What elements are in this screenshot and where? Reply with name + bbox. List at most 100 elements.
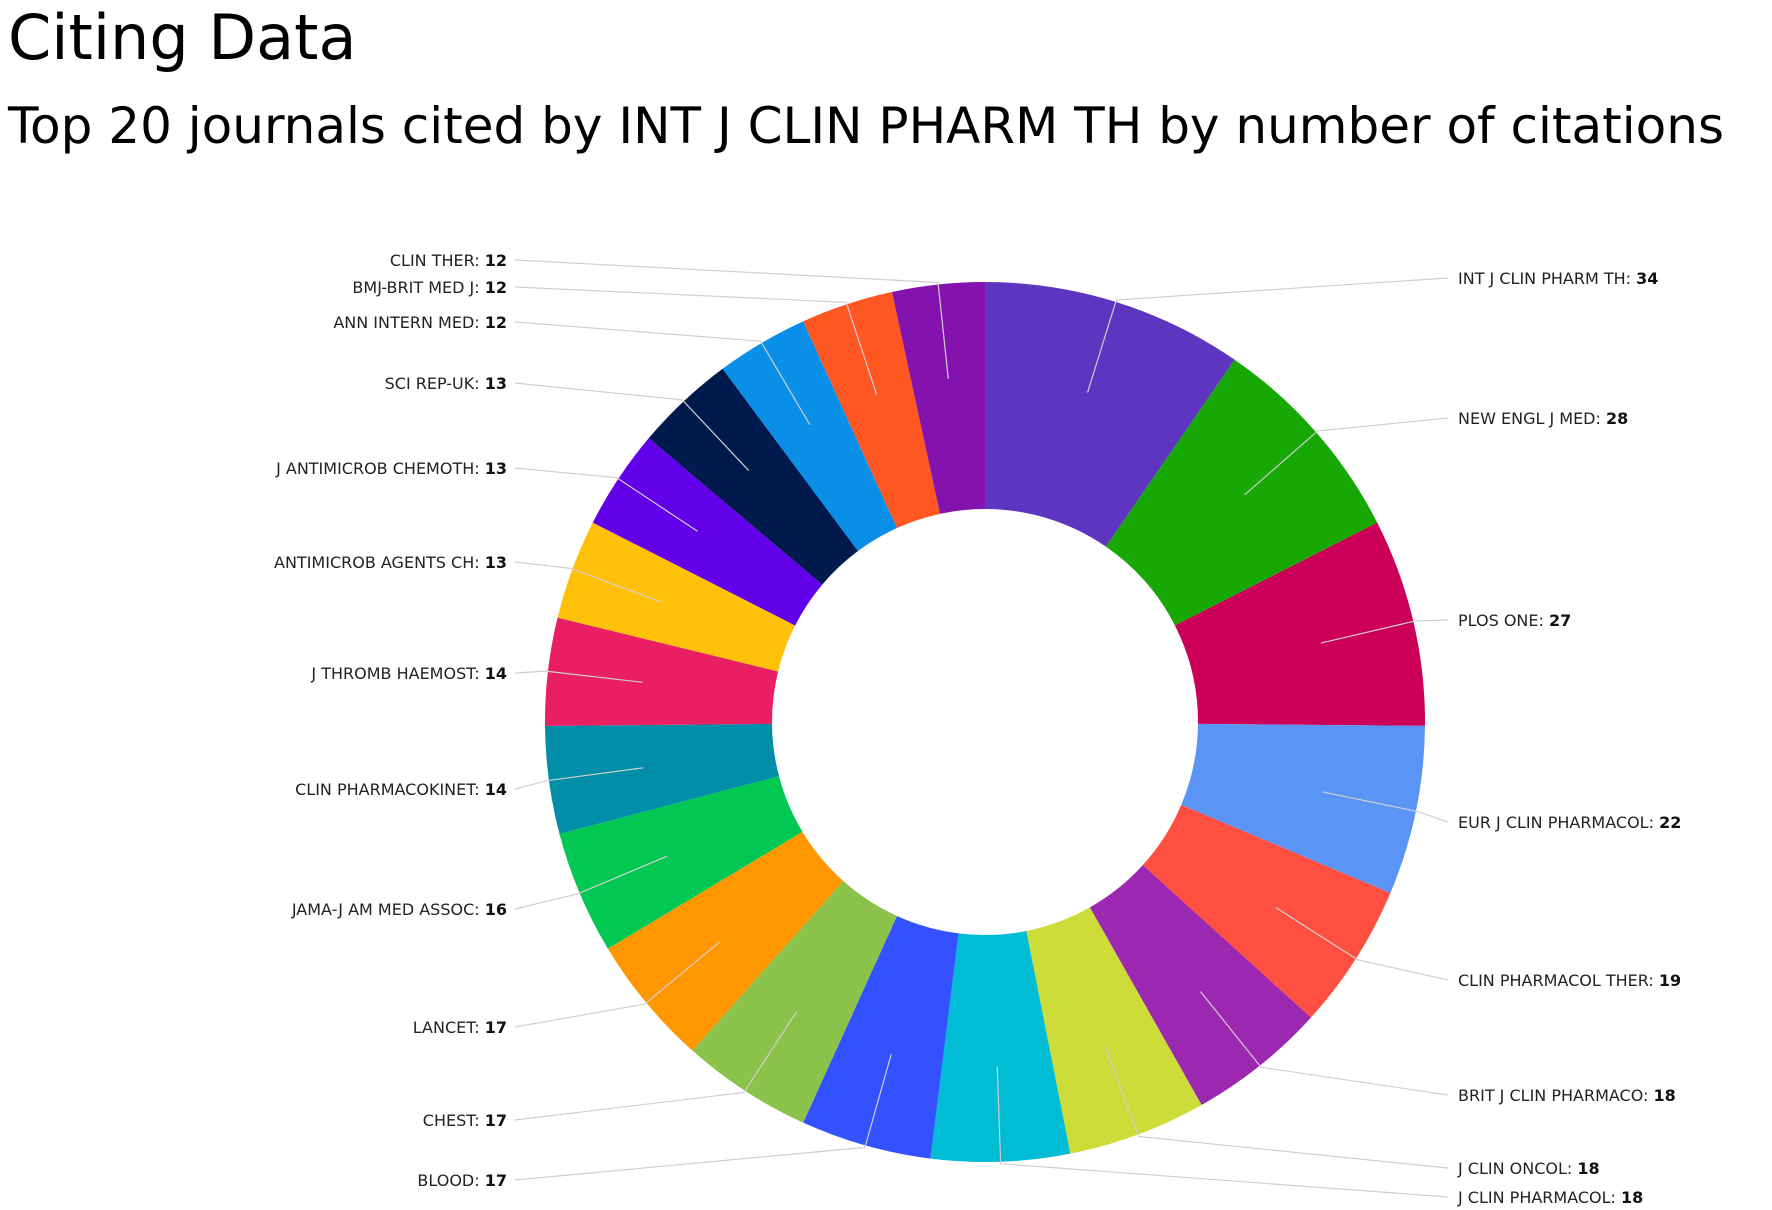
leader-int-j-clin-pharm-th <box>1086 277 1449 393</box>
label-name: ANN INTERN MED: <box>333 313 484 332</box>
label-value: 16 <box>485 900 507 919</box>
leader-ann-intern-med <box>514 321 811 426</box>
label-name: JAMA-J AM MED ASSOC: <box>291 900 485 919</box>
label-plos-one: PLOS ONE: 27 <box>1458 611 1571 630</box>
label-j-antimicrob-chemoth: J ANTIMICROB CHEMOTH: 13 <box>275 459 507 478</box>
label-value: 13 <box>485 553 507 572</box>
label-value: 12 <box>485 313 507 332</box>
leader-clin-pharmacokinet <box>514 767 644 790</box>
leader-chest <box>514 1010 798 1121</box>
slice-antimicrob-agents-ch <box>557 522 796 672</box>
leader-brit-j-clin-pharmaco <box>1199 991 1449 1096</box>
slice-labels: INT J CLIN PHARM TH: 34 NEW ENGL J MED: 2… <box>274 251 1681 1207</box>
label-j-thromb-haemost: J THROMB HAEMOST: 14 <box>310 664 507 683</box>
label-clin-pharmacol-ther: CLIN PHARMACOL THER: 19 <box>1458 971 1681 990</box>
label-eur-j-clin-pharmacol: EUR J CLIN PHARMACOL: 22 <box>1458 813 1681 832</box>
slice-plos-one <box>1174 522 1425 726</box>
label-name: CLIN PHARMACOKINET: <box>295 780 485 799</box>
label-name: LANCET: <box>413 1018 485 1037</box>
label-name: J THROMB HAEMOST: <box>310 664 484 683</box>
leader-bmj-brit-med-j <box>514 286 878 395</box>
label-bmj-brit-med-j: BMJ-BRIT MED J: 12 <box>352 278 507 297</box>
leader-lines <box>514 259 1449 1198</box>
slice-clin-ther <box>891 282 985 514</box>
slice-new-engl-j-med <box>1105 359 1378 626</box>
label-chest: CHEST: 17 <box>423 1111 507 1130</box>
leader-sci-rep-uk <box>514 382 750 472</box>
label-value: 18 <box>1577 1159 1599 1178</box>
slice-j-antimicrob-chemoth <box>592 438 823 626</box>
label-name: J CLIN PHARMACOL: <box>1457 1188 1621 1207</box>
slice-brit-j-clin-pharmaco <box>1089 865 1311 1105</box>
label-ann-intern-med: ANN INTERN MED: 12 <box>333 313 507 332</box>
label-name: CLIN PHARMACOL THER: <box>1458 971 1659 990</box>
leader-eur-j-clin-pharmacol <box>1322 791 1449 823</box>
leader-j-clin-pharmacol <box>996 1066 1449 1198</box>
label-name: PLOS ONE: <box>1458 611 1549 630</box>
leader-jama-j-am-med-assoc <box>514 855 668 910</box>
label-name: BRIT J CLIN PHARMACO: <box>1458 1086 1654 1105</box>
label-value: 14 <box>485 664 507 683</box>
label-value: 22 <box>1659 813 1681 832</box>
label-value: 27 <box>1549 611 1571 630</box>
label-name: CHEST: <box>423 1111 485 1130</box>
leader-antimicrob-agents-ch <box>514 561 662 603</box>
page-title: Citing Data <box>8 1 357 74</box>
slice-eur-j-clin-pharmacol <box>1181 723 1425 894</box>
slice-bmj-brit-med-j <box>803 291 940 529</box>
label-name: ANTIMICROB AGENTS CH: <box>274 553 485 572</box>
label-value: 14 <box>485 780 507 799</box>
label-brit-j-clin-pharmaco: BRIT J CLIN PHARMACO: 18 <box>1458 1086 1676 1105</box>
label-name: CLIN THER: <box>390 251 485 270</box>
label-value: 18 <box>1621 1188 1643 1207</box>
leader-plos-one <box>1320 619 1449 644</box>
leader-j-thromb-haemost <box>514 670 643 683</box>
label-value: 19 <box>1659 971 1681 990</box>
label-name: BMJ-BRIT MED J: <box>352 278 484 297</box>
label-value: 12 <box>485 251 507 270</box>
label-name: J CLIN ONCOL: <box>1457 1159 1577 1178</box>
label-value: 12 <box>485 278 507 297</box>
label-blood: BLOOD: 17 <box>417 1171 507 1190</box>
label-name: NEW ENGL J MED: <box>1458 409 1606 428</box>
label-value: 18 <box>1654 1086 1676 1105</box>
label-antimicrob-agents-ch: ANTIMICROB AGENTS CH: 13 <box>274 553 507 572</box>
leader-j-antimicrob-chemoth <box>514 467 698 532</box>
label-clin-ther: CLIN THER: 12 <box>390 251 507 270</box>
leader-j-clin-oncol <box>1104 1045 1449 1169</box>
label-clin-pharmacokinet: CLIN PHARMACOKINET: 14 <box>295 780 507 799</box>
label-new-engl-j-med: NEW ENGL J MED: 28 <box>1458 409 1628 428</box>
label-sci-rep-uk: SCI REP-UK: 13 <box>385 374 507 393</box>
leader-lancet <box>514 941 720 1028</box>
label-name: J ANTIMICROB CHEMOTH: <box>275 459 485 478</box>
leader-new-engl-j-med <box>1244 417 1449 496</box>
leader-blood <box>514 1053 892 1181</box>
label-value: 17 <box>485 1111 507 1130</box>
slice-jama-j-am-med-assoc <box>559 776 803 949</box>
label-value: 17 <box>485 1018 507 1037</box>
label-lancet: LANCET: 17 <box>413 1018 507 1037</box>
slice-j-thromb-haemost <box>545 617 779 726</box>
slice-j-clin-oncol <box>1026 907 1202 1154</box>
label-value: 13 <box>485 374 507 393</box>
leader-clin-pharmacol-ther <box>1275 907 1449 981</box>
label-name: EUR J CLIN PHARMACOL: <box>1458 813 1659 832</box>
leader-clin-ther <box>514 259 949 380</box>
label-value: 28 <box>1606 409 1628 428</box>
label-name: INT J CLIN PHARM TH: <box>1458 269 1636 288</box>
donut-slices <box>545 282 1425 1162</box>
label-j-clin-oncol: J CLIN ONCOL: 18 <box>1457 1159 1600 1178</box>
label-name: BLOOD: <box>417 1171 484 1190</box>
slice-sci-rep-uk <box>648 368 858 585</box>
label-int-j-clin-pharm-th: INT J CLIN PHARM TH: 34 <box>1458 269 1658 288</box>
slice-blood <box>803 915 959 1159</box>
label-jama-j-am-med-assoc: JAMA-J AM MED ASSOC: 16 <box>291 900 507 919</box>
label-name: SCI REP-UK: <box>385 374 485 393</box>
label-j-clin-pharmacol: J CLIN PHARMACOL: 18 <box>1457 1188 1643 1207</box>
slice-clin-pharmacokinet <box>545 723 780 834</box>
label-value: 13 <box>485 459 507 478</box>
slice-j-clin-pharmacol <box>930 930 1071 1162</box>
label-value: 17 <box>485 1171 507 1190</box>
label-value: 34 <box>1636 269 1658 288</box>
